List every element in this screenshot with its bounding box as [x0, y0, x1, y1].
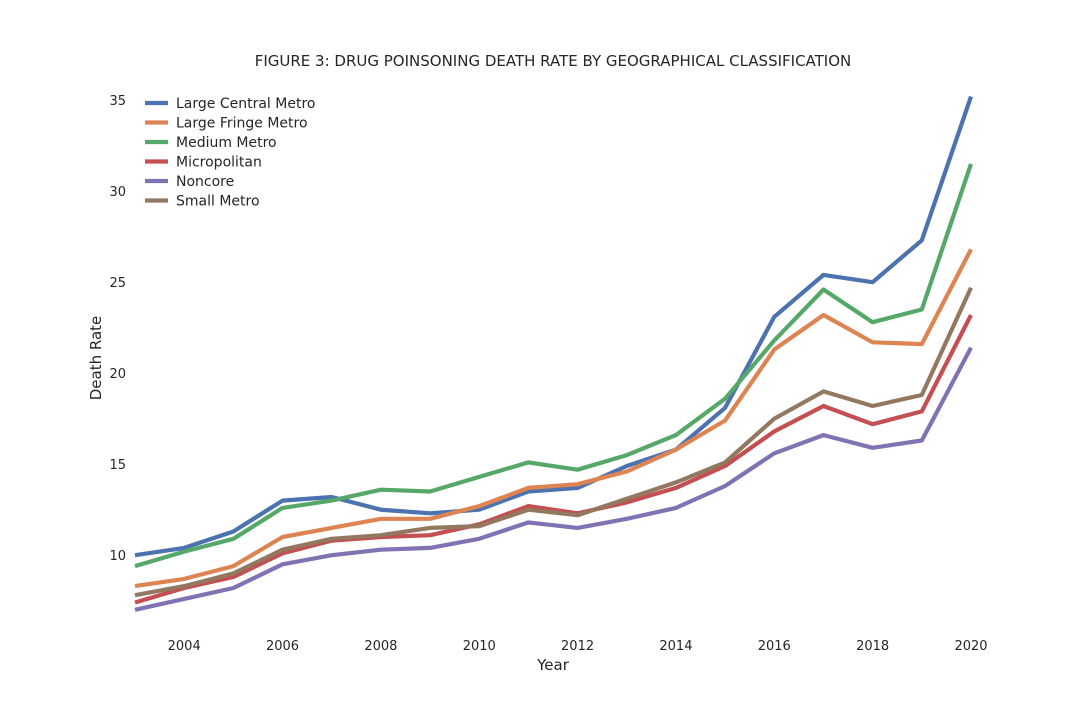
y-tick-label: 15: [109, 458, 126, 473]
series-line-micropolitan: [134, 314, 973, 605]
legend-label-micropolitan: Micropolitan: [176, 155, 262, 171]
series-line-medium-metro: [134, 163, 973, 569]
x-axis-label: Year: [536, 656, 570, 674]
legend-label-small-metro: Small Metro: [176, 194, 260, 210]
legend: Large Central Metro Large Fringe Metro Med…: [145, 96, 315, 210]
y-axis-ticks: 10 15 20 25 30 35: [109, 94, 126, 564]
x-tick-label: 2020: [954, 639, 987, 654]
y-tick-label: 30: [109, 185, 126, 200]
x-axis-ticks: 2004 2006 2008 2010 2012 2014 2016 2018 2020: [168, 639, 988, 654]
y-tick-label: 20: [109, 367, 126, 382]
x-tick-label: 2018: [856, 639, 889, 654]
x-tick-label: 2006: [266, 639, 299, 654]
chart-title: FIGURE 3: DRUG POINSONING DEATH RATE BY …: [255, 52, 852, 70]
x-tick-label: 2008: [364, 639, 397, 654]
y-tick-label: 35: [109, 94, 126, 109]
series-line-large-fringe-metro: [134, 248, 973, 589]
legend-label-noncore: Noncore: [176, 174, 234, 190]
x-tick-label: 2010: [463, 639, 496, 654]
x-tick-label: 2012: [561, 639, 594, 654]
x-tick-label: 2004: [168, 639, 201, 654]
y-axis-label: Death Rate: [87, 316, 105, 401]
legend-label-medium-metro: Medium Metro: [176, 135, 277, 151]
y-tick-label: 10: [109, 549, 126, 564]
legend-label-large-central-metro: Large Central Metro: [176, 96, 315, 112]
legend-label-large-fringe-metro: Large Fringe Metro: [176, 116, 308, 132]
y-tick-label: 25: [109, 276, 126, 291]
series-line-small-metro: [134, 286, 973, 598]
x-tick-label: 2014: [659, 639, 692, 654]
series-line-large-central-metro: [134, 95, 973, 558]
x-tick-label: 2016: [758, 639, 791, 654]
plot-area: [134, 95, 973, 612]
series-line-noncore: [134, 346, 973, 612]
